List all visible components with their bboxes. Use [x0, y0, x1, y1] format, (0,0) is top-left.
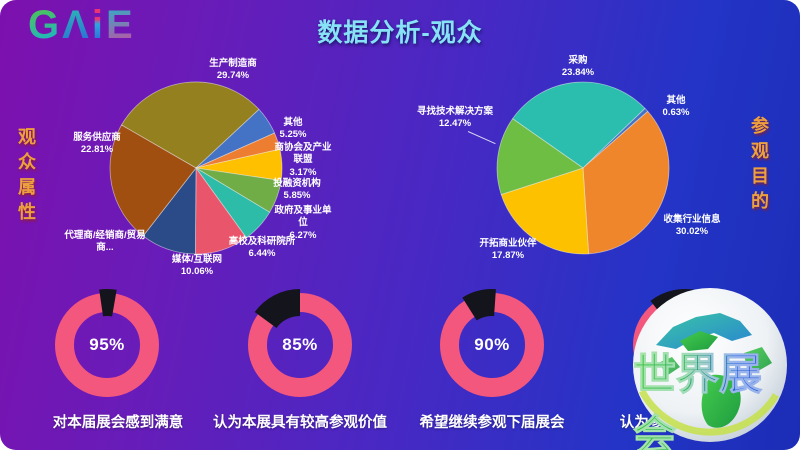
pie-slice-label: 其他 0.63%	[662, 95, 690, 119]
pie-slice-label: 服务供应商 22.81%	[73, 132, 121, 156]
pie-slice-label: 开拓商业伙伴 17.87%	[479, 238, 537, 262]
donut-chart-satisfaction: 95%	[47, 285, 167, 405]
pie-slice-label: 采购 23.84%	[561, 55, 595, 79]
globe-watermark-icon	[633, 288, 787, 442]
logo-letter: Λ	[62, 3, 92, 47]
donut-percent: 95%	[89, 335, 125, 354]
pie-slice-label: 生产制造商 29.74%	[209, 58, 257, 82]
pie-slice-label: 其他 5.25%	[279, 117, 307, 141]
donut-percent: 90%	[474, 335, 510, 354]
donut-caption: 认为本展具有较高参观价值	[213, 415, 387, 431]
page-title: 数据分析-观众	[317, 19, 483, 47]
pie-slice-label: 投融资机构 5.85%	[273, 178, 321, 202]
donut-chart-revisit: 90%	[432, 285, 552, 405]
donut-chart-visit-value: 85%	[240, 285, 360, 405]
donut-ring	[248, 288, 352, 397]
pie-chart-visit-purpose	[496, 81, 670, 255]
pie-slice-label: 代理商/经销商/贸易商...	[64, 230, 146, 254]
pie-chart-audience-attributes	[109, 81, 283, 255]
pie-slice-label: 收集行业信息 30.02%	[663, 214, 721, 238]
section-label-audience-attributes: 观众属性	[16, 127, 36, 227]
logo-letter: G	[28, 3, 63, 47]
donut-ring	[440, 289, 544, 397]
donut-percent: 85%	[282, 335, 318, 354]
logo-letter: i	[91, 3, 106, 47]
label-leader-line	[467, 131, 496, 145]
pie-slice-label: 高校及科研院所 6.44%	[228, 236, 296, 260]
pie-slice-label: 商协会及产业联盟 3.17%	[274, 142, 332, 178]
donut-ring	[55, 288, 159, 397]
watermark-text: 世界展会	[633, 340, 800, 450]
donut-caption: 对本届展会感到满意	[52, 415, 184, 431]
section-label-visit-purpose: 参观目的	[749, 116, 769, 216]
pie-slice-label: 媒体/互联网 10.06%	[171, 254, 223, 278]
pie-slice-label: 寻找技术解决方案 12.47%	[416, 106, 493, 130]
pie-slice-label: 政府及事业单位 6.27%	[274, 205, 332, 241]
logo-letter: E	[105, 3, 136, 47]
donut-caption: 希望继续参观下届展会	[419, 415, 565, 431]
gaie-logo: GΛiE	[28, 3, 136, 47]
